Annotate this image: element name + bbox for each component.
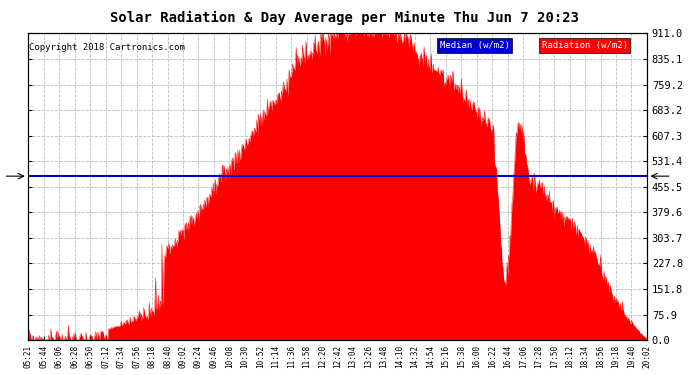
Text: Copyright 2018 Cartronics.com: Copyright 2018 Cartronics.com bbox=[29, 43, 185, 52]
Text: Radiation (w/m2): Radiation (w/m2) bbox=[542, 41, 628, 50]
Text: Solar Radiation & Day Average per Minute Thu Jun 7 20:23: Solar Radiation & Day Average per Minute… bbox=[110, 11, 580, 26]
Text: Median (w/m2): Median (w/m2) bbox=[440, 41, 510, 50]
